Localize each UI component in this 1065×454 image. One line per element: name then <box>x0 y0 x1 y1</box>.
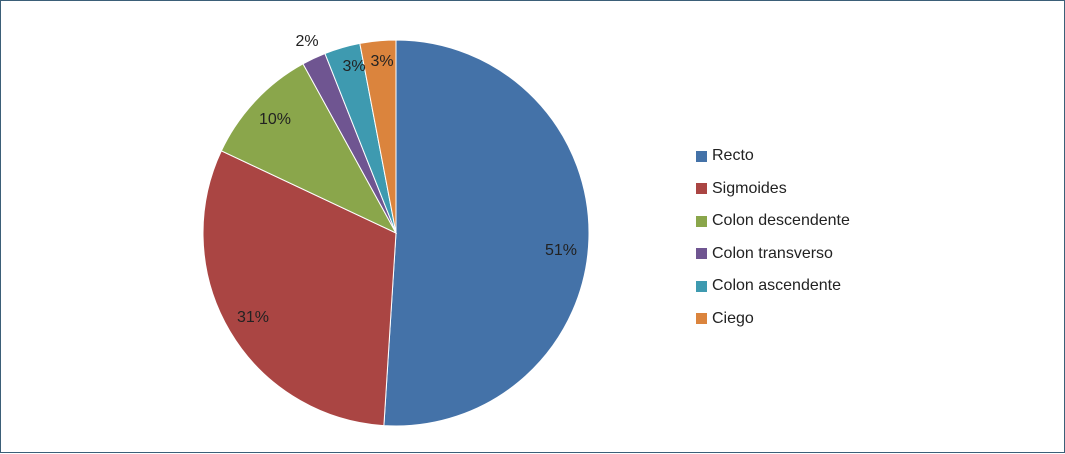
data-label-colon-descendente: 10% <box>259 111 291 128</box>
data-label-colon-transverso: 2% <box>295 33 318 50</box>
pie-slice-ciego <box>359 39 397 234</box>
pie-slice-recto <box>383 39 590 427</box>
data-label-sigmoides: 31% <box>237 309 269 326</box>
data-label-ciego: 3% <box>370 53 393 70</box>
legend-swatch <box>696 248 707 260</box>
pie-slice-colon-descendente <box>220 63 398 235</box>
legend-swatch <box>696 215 707 227</box>
legend: Recto Sigmoides Colon descendente Colon tra… <box>696 140 850 335</box>
legend-swatch <box>696 183 707 195</box>
legend-swatch <box>696 313 707 325</box>
legend-item-recto: Recto <box>696 140 850 173</box>
legend-item-colon-transverso: Colon transverso <box>696 238 850 271</box>
legend-item-colon-descendente: Colon descendente <box>696 205 850 238</box>
legend-label: Colon descendente <box>712 212 850 230</box>
legend-label: Ciego <box>712 309 754 327</box>
data-label-colon-ascendente: 3% <box>342 58 365 75</box>
data-label-recto: 51% <box>545 242 577 259</box>
pie-slice-sigmoides <box>202 150 397 427</box>
legend-item-sigmoides: Sigmoides <box>696 173 850 206</box>
legend-label: Colon ascendente <box>712 277 841 295</box>
legend-label: Recto <box>712 147 754 165</box>
legend-swatch <box>696 280 707 292</box>
legend-swatch <box>696 150 707 162</box>
legend-label: Sigmoides <box>712 179 787 197</box>
legend-label: Colon transverso <box>712 244 833 262</box>
legend-item-ciego: Ciego <box>696 303 850 336</box>
legend-item-colon-ascendente: Colon ascendente <box>696 270 850 303</box>
